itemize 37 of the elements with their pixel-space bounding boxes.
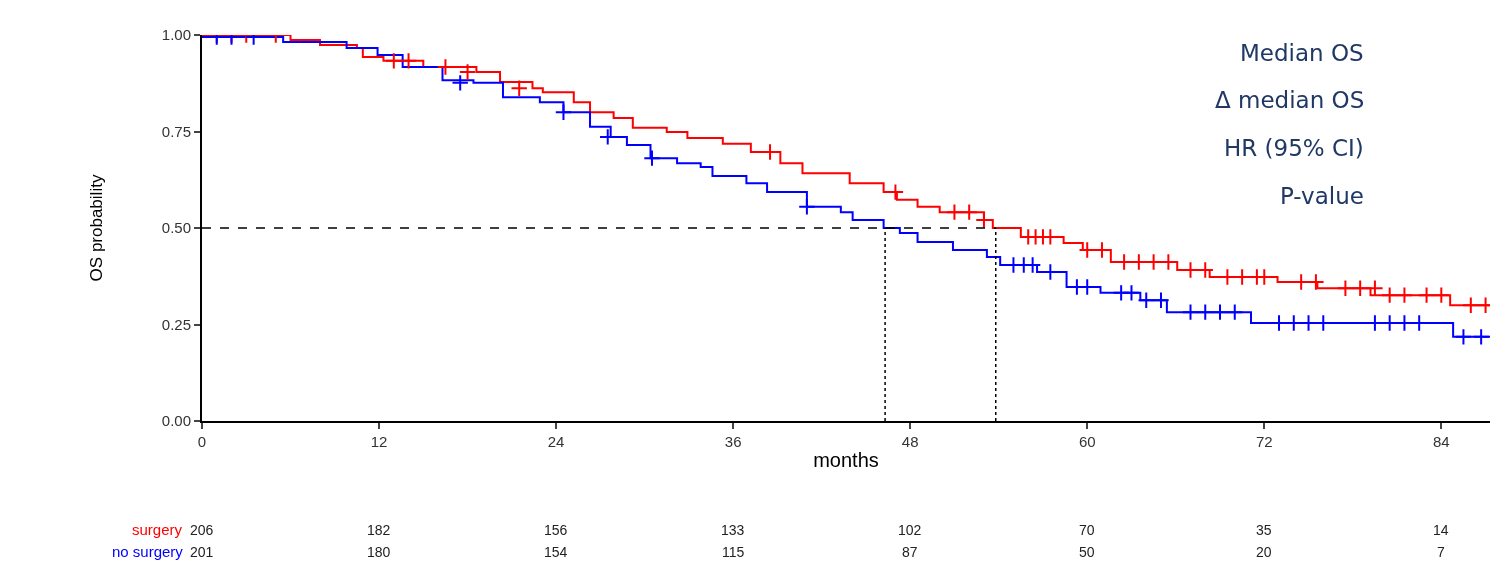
annotation: Δ median OS [1215,87,1365,113]
x-tick-label: 0 [197,433,207,450]
text: 180 [367,544,391,560]
text: 115 [722,544,745,560]
y-tick-label: 0.00 [161,412,191,430]
annotation: P-value [1280,183,1364,209]
y-tick-label: 1.00 [161,26,191,44]
text: 102 [898,522,922,538]
text: 50 [1079,544,1095,560]
text: 87 [902,544,918,560]
x-tick-label: 24 [547,433,565,450]
text: 7 [1437,544,1445,560]
x-tick-label: 84 [1432,433,1450,450]
x-tick-label: 36 [724,433,742,450]
x-tick-label: 72 [1255,433,1273,450]
x-axis-title: months [813,449,879,471]
y-tick-label: 0.25 [161,315,191,333]
text: 156 [544,522,568,538]
y-axis-title: OS probability [86,174,106,282]
text: 35 [1256,522,1272,538]
x-tick-label: 48 [901,433,919,450]
text: 133 [721,522,745,538]
text: 154 [544,544,568,560]
text: 20 [1256,544,1272,560]
x-tick-label: 12 [370,433,388,450]
text: surgery [132,521,183,538]
y-tick-label: 0.50 [161,219,191,237]
text: 70 [1079,522,1095,538]
y-tick-label: 0.75 [161,122,191,140]
text: 14 [1433,522,1449,538]
text: 182 [367,522,391,538]
annotation: Median OS [1240,40,1364,66]
text: 201 [190,544,214,560]
annotation: HR (95% CI) [1224,135,1364,161]
text: 206 [190,522,214,538]
text: no surgery [112,543,184,560]
x-tick-label: 60 [1078,433,1096,450]
